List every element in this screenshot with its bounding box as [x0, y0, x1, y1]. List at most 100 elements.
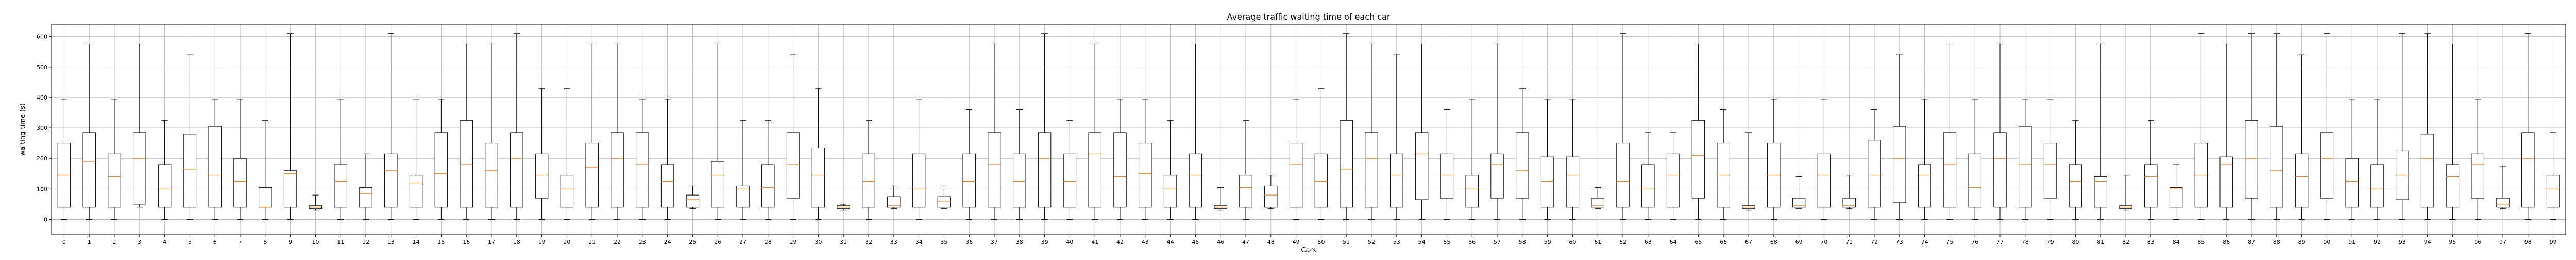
iqr-box — [233, 158, 247, 208]
x-tick-label: 66 — [1720, 239, 1727, 246]
x-tick-label: 76 — [1971, 239, 1978, 246]
x-tick-label: 94 — [2424, 239, 2431, 246]
box-50 — [1314, 88, 1328, 220]
box-78 — [2019, 99, 2032, 220]
x-tick-label: 34 — [916, 239, 923, 246]
iqr-box — [2521, 132, 2535, 208]
iqr-box — [711, 161, 724, 208]
x-tick-label: 46 — [1217, 239, 1224, 246]
plot-frame — [51, 24, 2566, 235]
y-tick-label: 100 — [37, 186, 47, 192]
iqr-box — [359, 187, 372, 208]
x-tick-label: 84 — [2173, 239, 2180, 246]
x-tick-label: 9 — [289, 239, 292, 246]
x-tick-label: 15 — [437, 239, 445, 246]
iqr-box — [2496, 198, 2510, 208]
iqr-box — [686, 194, 700, 208]
x-tick-label: 70 — [1820, 239, 1827, 246]
x-tick-label: 20 — [563, 239, 570, 246]
x-tick-label: 33 — [890, 239, 897, 246]
iqr-box — [2446, 164, 2460, 208]
iqr-box — [108, 153, 121, 208]
box-79 — [2043, 99, 2057, 220]
x-tick-label: 32 — [865, 239, 872, 246]
box-42 — [1113, 99, 1127, 220]
x-tick-label: 81 — [2097, 239, 2104, 246]
iqr-box — [1490, 153, 1504, 199]
box-62 — [1616, 33, 1630, 220]
box-13 — [384, 33, 398, 220]
x-axis-label: Cars — [1301, 247, 1316, 254]
box-93 — [2396, 33, 2409, 220]
box-12 — [359, 153, 372, 220]
box-6 — [208, 99, 222, 220]
iqr-box — [560, 175, 574, 208]
box-39 — [1038, 33, 1052, 220]
box-17 — [485, 43, 498, 220]
iqr-box — [636, 132, 649, 208]
box-69 — [1792, 176, 1806, 209]
iqr-box — [1013, 153, 1026, 208]
iqr-box — [962, 153, 976, 208]
iqr-box — [434, 132, 448, 208]
y-tick-label: 500 — [37, 64, 47, 71]
box-4 — [158, 120, 172, 220]
iqr-box — [1289, 143, 1303, 208]
iqr-box — [736, 185, 750, 208]
x-tick-label: 45 — [1192, 239, 1199, 246]
box-60 — [1566, 99, 1580, 220]
box-87 — [2245, 33, 2258, 220]
iqr-box — [2069, 164, 2082, 208]
box-52 — [1365, 43, 1378, 220]
x-tick-label: 83 — [2147, 239, 2155, 246]
box-8 — [259, 120, 272, 220]
x-tick-label: 86 — [2223, 239, 2230, 246]
box-45 — [1189, 43, 1202, 220]
iqr-box — [1440, 153, 1454, 199]
iqr-box — [2420, 134, 2434, 208]
box-26 — [711, 43, 724, 220]
box-98 — [2521, 33, 2535, 220]
box-0 — [57, 99, 71, 220]
box-95 — [2446, 43, 2460, 220]
iqr-box — [1063, 153, 1077, 208]
x-tick-label: 64 — [1670, 239, 1677, 246]
x-tick-label: 69 — [1795, 239, 1803, 246]
box-18 — [510, 33, 523, 220]
box-55 — [1440, 109, 1454, 220]
box-23 — [636, 99, 649, 220]
x-tick-label: 40 — [1066, 239, 1073, 246]
y-tick-label: 200 — [37, 155, 47, 162]
box-64 — [1666, 132, 1680, 220]
x-tick-label: 23 — [639, 239, 646, 246]
x-tick-label: 63 — [1645, 239, 1652, 246]
y-tick-label: 400 — [37, 94, 47, 101]
iqr-box — [208, 126, 222, 208]
box-41 — [1088, 43, 1101, 220]
iqr-box — [1616, 143, 1630, 208]
box-44 — [1163, 120, 1177, 220]
box-layer — [57, 33, 2560, 220]
iqr-box — [510, 132, 523, 208]
x-tick-label: 43 — [1142, 239, 1149, 246]
iqr-box — [485, 143, 498, 208]
iqr-box — [1415, 132, 1429, 200]
box-72 — [1868, 109, 1881, 220]
x-tick-label: 25 — [689, 239, 696, 246]
iqr-box — [1365, 132, 1378, 208]
x-tick-label: 93 — [2399, 239, 2406, 246]
box-53 — [1390, 54, 1403, 220]
box-54 — [1415, 43, 1429, 220]
x-tick-label: 96 — [2474, 239, 2481, 246]
box-59 — [1540, 99, 1554, 220]
x-tick-label: 67 — [1745, 239, 1752, 246]
chart-title: Average traffic waiting time of each car — [1227, 12, 1391, 22]
box-30 — [811, 88, 825, 220]
x-tick-label: 95 — [2449, 239, 2456, 246]
x-tick-label: 27 — [739, 239, 747, 246]
x-tick-label: 65 — [1694, 239, 1702, 246]
y-tick-label: 0 — [44, 216, 47, 223]
box-63 — [1641, 132, 1655, 220]
iqr-box — [1465, 175, 1479, 208]
